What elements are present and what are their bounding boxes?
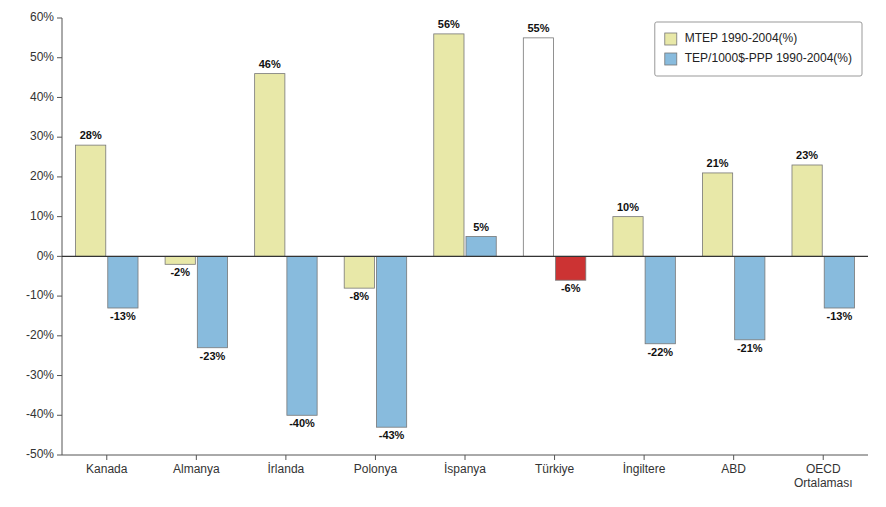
x-axis: Kanada Almanya İrlanda Polonya İspanya Türkiy… [86, 455, 852, 490]
x-tick-label: Kanada [86, 462, 128, 476]
y-tick-label: -30% [26, 368, 54, 382]
bar [76, 145, 106, 256]
data-label: -21% [737, 342, 763, 354]
x-tick-label: ABD [721, 462, 746, 476]
data-label: 56% [438, 18, 460, 30]
chart: -50% -40% -30% -20% -10% 0% 10% 20% 30% 40% 50% 60%… [0, 0, 886, 507]
bar [287, 256, 317, 415]
x-tick-label: İrlanda [268, 462, 305, 476]
y-tick [57, 375, 62, 376]
x-tick-label: Polonya [354, 462, 398, 476]
bar [556, 256, 586, 280]
zero-line [62, 256, 868, 257]
data-label: -23% [200, 350, 226, 362]
bar [523, 38, 553, 257]
x-tick-label: İngiltere [623, 462, 666, 476]
y-tick-label: -10% [26, 288, 54, 302]
bar [735, 256, 765, 339]
bar [376, 256, 406, 427]
x-tick-label: Almanya [173, 462, 220, 476]
y-tick-label: 0% [37, 249, 55, 263]
x-tick-label: Türkiye [535, 462, 575, 476]
legend-swatch [665, 33, 677, 45]
data-label: -8% [350, 290, 370, 302]
y-tick-label: 30% [30, 129, 54, 143]
y-axis: -50% -40% -30% -20% -10% 0% 10% 20% 30% 40% 50% 60% [26, 10, 62, 461]
x-tick [554, 455, 555, 460]
legend-swatch [665, 53, 677, 65]
data-label: 28% [80, 129, 102, 141]
data-label: -43% [379, 429, 405, 441]
y-tick [57, 335, 62, 336]
data-label: -40% [289, 417, 315, 429]
x-tick [106, 455, 107, 460]
x-tick [196, 455, 197, 460]
y-tick-label: 60% [30, 10, 54, 24]
bar [645, 256, 675, 343]
x-tick [375, 455, 376, 460]
y-tick [57, 455, 62, 456]
y-tick [57, 256, 62, 257]
y-tick-label: -20% [26, 328, 54, 342]
bar [165, 256, 195, 264]
bar [344, 256, 374, 288]
data-labels: 28% -2% 46% -8% 56% 55% 10% 21% 23% -13% -23% -40% -… [80, 18, 853, 441]
data-label: 55% [527, 22, 549, 34]
bar [255, 74, 285, 257]
y-tick-label: 10% [30, 209, 54, 223]
x-tick [733, 455, 734, 460]
data-label: -6% [561, 282, 581, 294]
data-label: 23% [796, 149, 818, 161]
y-tick [57, 97, 62, 98]
legend-label: MTEP 1990-2004(%) [685, 31, 798, 45]
y-tick-label: -50% [26, 447, 54, 461]
y-tick-label: -40% [26, 407, 54, 421]
y-axis-line [62, 18, 63, 455]
bars [76, 34, 855, 427]
data-label: 10% [617, 201, 639, 213]
data-label: -2% [170, 266, 190, 278]
data-label: -13% [826, 310, 852, 322]
legend-box [655, 22, 862, 76]
y-tick [57, 216, 62, 217]
data-label: 5% [473, 221, 489, 233]
bar [466, 237, 496, 257]
bar [434, 34, 464, 256]
y-tick [57, 137, 62, 138]
bar [792, 165, 822, 256]
x-tick [285, 455, 286, 460]
x-tick [465, 455, 466, 460]
y-tick [57, 296, 62, 297]
y-tick-label: 50% [30, 50, 54, 64]
y-tick [57, 176, 62, 177]
x-tick-label: OECDOrtalaması [794, 462, 853, 490]
y-tick [57, 18, 62, 19]
x-tick [823, 455, 824, 460]
data-label: -13% [110, 310, 136, 322]
y-tick [57, 415, 62, 416]
bar [824, 256, 854, 308]
bar [108, 256, 138, 308]
bar [613, 217, 643, 257]
legend: MTEP 1990-2004(%) TEP/1000$-PPP 1990-2004… [655, 22, 862, 76]
y-tick-label: 40% [30, 90, 54, 104]
x-tick-label: İspanya [444, 462, 486, 476]
y-tick-label: 20% [30, 169, 54, 183]
data-label: 46% [259, 58, 281, 70]
data-label: 21% [707, 157, 729, 169]
legend-label: TEP/1000$-PPP 1990-2004(%) [685, 51, 852, 65]
x-tick [644, 455, 645, 460]
bar [197, 256, 227, 347]
bar [702, 173, 732, 256]
data-label: -22% [647, 346, 673, 358]
y-tick [57, 57, 62, 58]
